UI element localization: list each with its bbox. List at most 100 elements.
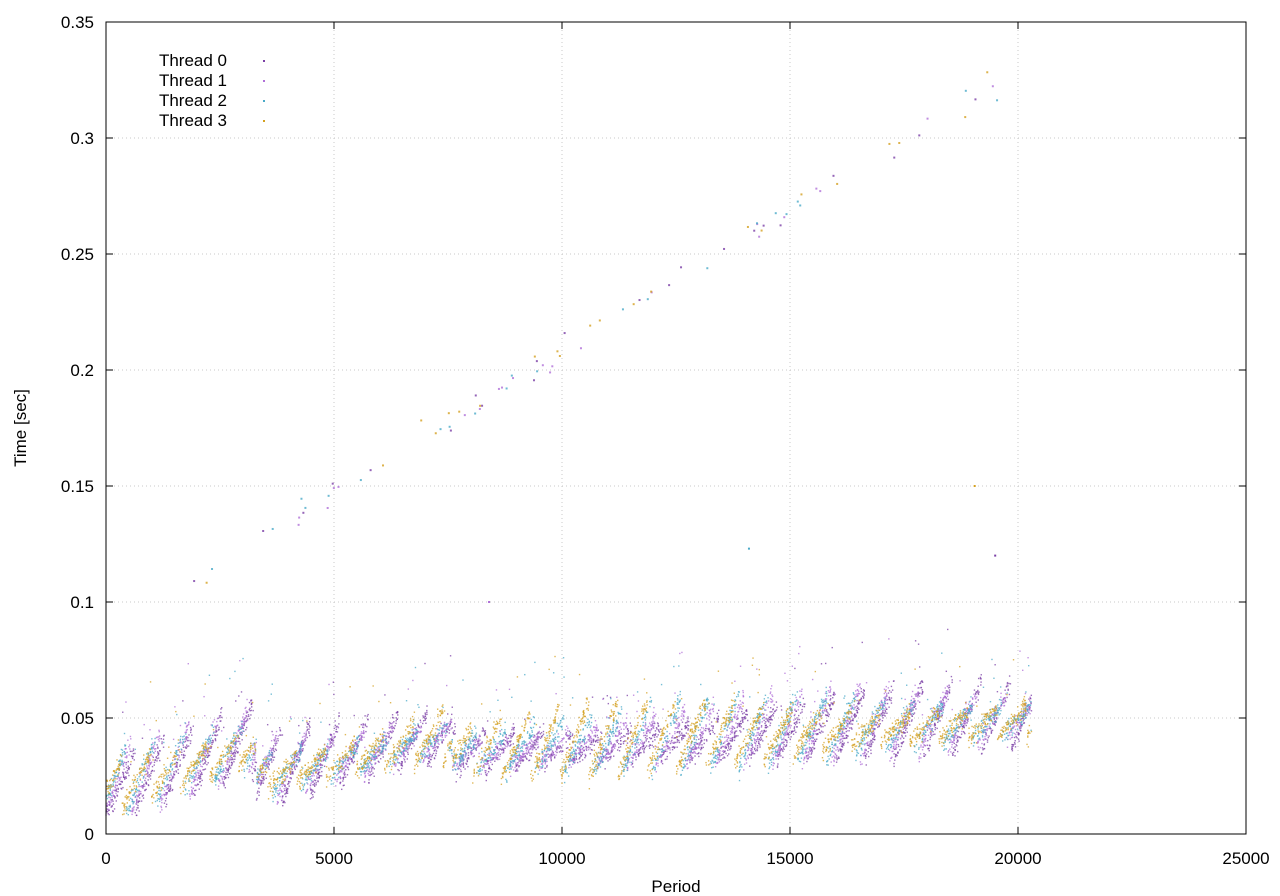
data-point	[835, 755, 838, 757]
data-point	[310, 789, 312, 791]
data-point	[384, 694, 386, 696]
data-point	[120, 788, 123, 790]
data-point	[307, 778, 310, 780]
data-point	[451, 727, 453, 729]
data-point	[719, 750, 721, 752]
data-point	[712, 731, 714, 733]
data-point	[184, 740, 187, 743]
data-point	[607, 751, 609, 753]
data-point	[724, 745, 726, 748]
data-point	[979, 746, 981, 749]
data-point	[944, 692, 946, 694]
data-point	[769, 692, 771, 695]
data-point	[808, 740, 811, 742]
data-point	[515, 748, 517, 751]
data-point	[285, 792, 287, 795]
data-point	[437, 739, 440, 741]
data-point	[846, 719, 848, 722]
data-point	[528, 748, 531, 750]
data-point	[594, 731, 597, 734]
data-point	[202, 763, 205, 765]
data-point	[310, 792, 312, 795]
data-point	[460, 770, 462, 773]
data-point	[516, 754, 518, 757]
data-point	[938, 711, 941, 713]
data-point	[696, 743, 699, 745]
data-point	[484, 771, 487, 774]
data-point	[712, 707, 714, 710]
data-point	[318, 764, 321, 766]
data-point	[669, 742, 672, 745]
data-point	[827, 689, 830, 692]
data-point	[312, 790, 314, 792]
data-point	[738, 722, 740, 725]
data-point	[204, 715, 206, 717]
data-point	[1013, 732, 1016, 735]
data-point	[380, 758, 382, 760]
data-point	[267, 761, 270, 763]
data-point	[893, 747, 895, 750]
data-point	[160, 797, 163, 799]
data-point	[769, 718, 771, 720]
data-point	[983, 739, 985, 741]
data-point	[755, 740, 758, 743]
data-point	[785, 744, 788, 746]
data-point	[1028, 708, 1031, 710]
data-point	[770, 687, 772, 690]
data-point	[616, 725, 619, 728]
data-point	[514, 766, 516, 769]
data-point	[569, 731, 572, 734]
data-point	[845, 730, 848, 733]
data-point	[145, 769, 148, 771]
data-point	[370, 762, 372, 765]
data-point	[722, 742, 725, 744]
data-point	[866, 744, 869, 746]
data-point	[855, 714, 857, 717]
data-point	[112, 800, 114, 802]
data-point	[125, 763, 127, 766]
data-point	[829, 691, 832, 693]
data-point	[874, 728, 876, 730]
data-point	[519, 762, 522, 764]
data-point	[278, 793, 280, 795]
data-point	[956, 739, 959, 741]
data-point	[569, 736, 571, 739]
data-point	[888, 699, 891, 701]
data-point	[289, 769, 291, 771]
data-point	[683, 735, 685, 737]
data-point	[215, 734, 217, 737]
data-point	[826, 720, 828, 722]
data-point	[168, 789, 171, 791]
data-point	[830, 702, 832, 704]
data-point	[437, 746, 439, 748]
data-point	[588, 748, 590, 751]
data-point	[321, 770, 323, 773]
data-point	[291, 765, 294, 767]
data-point	[678, 724, 681, 726]
data-point	[689, 756, 692, 759]
data-point	[188, 739, 190, 742]
data-point	[845, 735, 848, 737]
data-point	[240, 691, 243, 693]
data-point	[853, 715, 856, 718]
data-point	[771, 719, 773, 721]
data-point	[263, 778, 265, 781]
data-point	[572, 763, 574, 765]
data-point	[459, 768, 462, 771]
data-point	[528, 752, 530, 754]
data-point	[170, 774, 172, 777]
data-point	[773, 704, 775, 706]
data-point	[285, 795, 287, 798]
data-point	[921, 689, 923, 691]
data-point	[230, 745, 232, 747]
data-point	[490, 769, 493, 771]
data-point	[895, 746, 898, 749]
data-point	[511, 766, 514, 768]
data-point	[597, 756, 600, 758]
data-point	[778, 752, 781, 755]
data-point	[520, 757, 523, 759]
data-point	[982, 748, 984, 751]
data-point	[204, 762, 206, 765]
data-point	[920, 693, 923, 695]
data-point	[387, 740, 390, 743]
